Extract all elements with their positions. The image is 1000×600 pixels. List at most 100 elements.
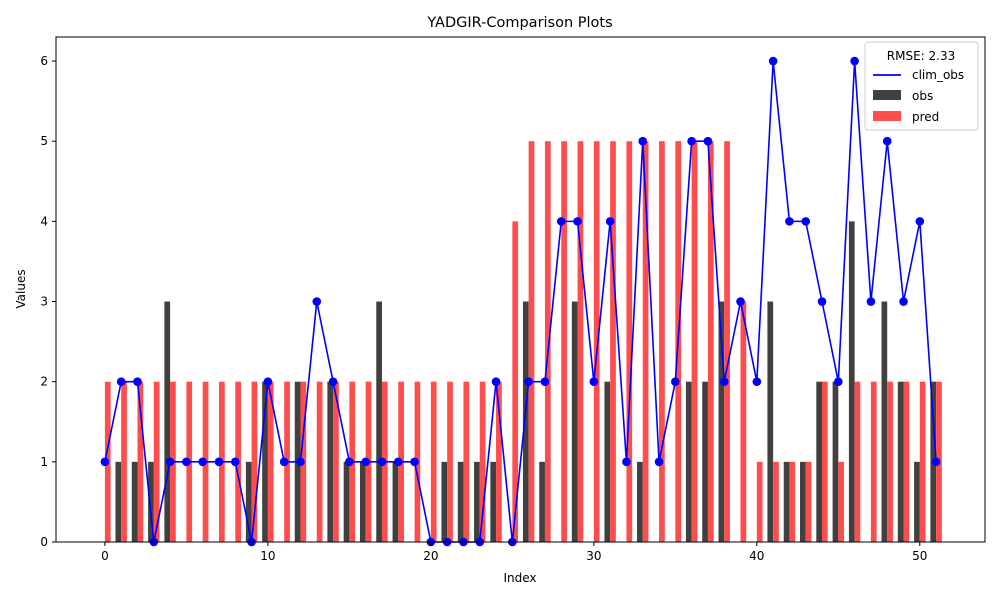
- clim-obs-point: [866, 297, 876, 306]
- pred-bar: [707, 141, 714, 542]
- legend-label-obs: obs: [912, 89, 933, 103]
- clim-obs-point: [377, 457, 387, 467]
- pred-bar: [805, 461, 812, 542]
- clim-obs-point: [556, 217, 566, 226]
- y-axis: 0 1 2 3 4 5 6: [40, 54, 56, 549]
- pred-bar: [642, 141, 649, 542]
- obs-bar: [637, 461, 643, 542]
- obs-bar: [816, 381, 823, 542]
- clim-obs-point: [345, 457, 354, 467]
- clim-obs-point: [279, 457, 289, 467]
- pred-bar: [577, 141, 584, 542]
- pred-bar: [610, 141, 616, 542]
- obs-bar: [343, 461, 350, 542]
- clim-obs-line: [104, 60, 937, 543]
- pred-bar: [447, 381, 453, 542]
- clim-obs-point: [182, 457, 191, 467]
- legend-swatch-pred: [873, 111, 901, 121]
- clim-obs-point: [834, 377, 843, 386]
- clim-obs-point: [703, 136, 713, 146]
- plot-frame: [55, 36, 986, 543]
- clim-obs-point: [328, 377, 338, 386]
- pred-bar: [316, 381, 323, 542]
- y-tick-label: 1: [40, 455, 48, 469]
- chart-title: YADGIR-Comparison Plots: [426, 15, 612, 31]
- pred-bar: [121, 381, 127, 542]
- pred-bar: [333, 381, 339, 542]
- y-tick-label: 4: [40, 214, 48, 228]
- pred-bar: [137, 381, 144, 542]
- clim-obs-point: [491, 377, 501, 386]
- obs-bar: [327, 381, 334, 542]
- x-tick-label: 40: [749, 549, 764, 563]
- clim-obs-point: [931, 457, 941, 467]
- x-tick-label: 50: [912, 549, 927, 563]
- pred-bar: [561, 141, 567, 542]
- clim-obs-point: [605, 217, 615, 226]
- clim-obs-point: [214, 457, 224, 467]
- legend-title: RMSE: 2.33: [887, 49, 955, 63]
- pred-bar: [903, 381, 910, 542]
- x-tick-label: 30: [586, 549, 601, 563]
- obs-bar: [262, 381, 268, 542]
- obs-bar: [131, 461, 138, 542]
- obs-bar: [376, 301, 382, 542]
- obs-bar: [881, 301, 888, 542]
- obs-bar: [914, 461, 920, 542]
- obs-bar: [832, 381, 839, 542]
- clim-obs-point: [573, 217, 582, 226]
- clim-obs-point: [198, 457, 207, 467]
- clim-obs-point: [296, 457, 305, 467]
- pred-bar: [756, 461, 763, 542]
- obs-bar: [392, 461, 399, 542]
- obs-bar: [245, 461, 252, 542]
- pred-bar: [153, 381, 160, 542]
- pred-bar: [626, 141, 633, 542]
- pred-bar: [251, 381, 258, 542]
- y-tick-label: 0: [40, 535, 48, 549]
- y-tick-label: 5: [40, 134, 48, 148]
- pred-bar: [740, 301, 747, 542]
- pred-bar: [430, 381, 437, 542]
- clim-obs-point: [589, 377, 599, 386]
- x-tick-label: 10: [260, 549, 275, 563]
- clim-obs-point: [687, 136, 696, 146]
- clim-obs-point: [654, 457, 664, 467]
- pred-bar: [789, 461, 796, 542]
- obs-bar: [800, 461, 806, 542]
- obs-bar: [685, 381, 692, 542]
- clim-obs-point: [263, 377, 273, 386]
- pred-bar: [544, 141, 551, 542]
- clim-obs-point: [165, 457, 175, 467]
- clim-obs-point: [899, 297, 908, 306]
- clim-obs-point: [752, 377, 762, 386]
- clim-obs-point: [100, 457, 110, 467]
- obs-bar: [474, 461, 480, 542]
- clim-obs-point: [116, 377, 126, 386]
- x-axis: 0 10 20 30 40 50: [101, 542, 927, 563]
- clim-obs-point: [361, 457, 370, 467]
- obs-bar: [848, 221, 855, 542]
- obs-bar: [702, 381, 708, 542]
- clim-obs-point: [719, 377, 729, 386]
- pred-bar: [691, 141, 698, 542]
- clim-obs-point: [410, 457, 419, 467]
- clim-obs-point: [817, 297, 827, 306]
- y-tick-label: 2: [40, 375, 48, 389]
- clim-obs-point: [393, 457, 403, 467]
- obs-bar: [457, 461, 464, 542]
- pred-bar: [919, 381, 926, 542]
- pred-bar: [724, 141, 730, 542]
- clim-obs-point: [540, 377, 550, 386]
- pred-bar: [496, 381, 502, 542]
- pred-bar: [267, 381, 274, 542]
- pred-bar: [854, 381, 861, 542]
- obs-bar: [115, 461, 122, 542]
- legend-label-clim-obs: clim_obs: [912, 68, 964, 82]
- clim-obs-point: [312, 297, 322, 306]
- x-tick-label: 0: [101, 549, 109, 563]
- pred-bar: [887, 381, 893, 542]
- clim-obs-point: [850, 56, 859, 66]
- clim-obs-point: [785, 217, 794, 226]
